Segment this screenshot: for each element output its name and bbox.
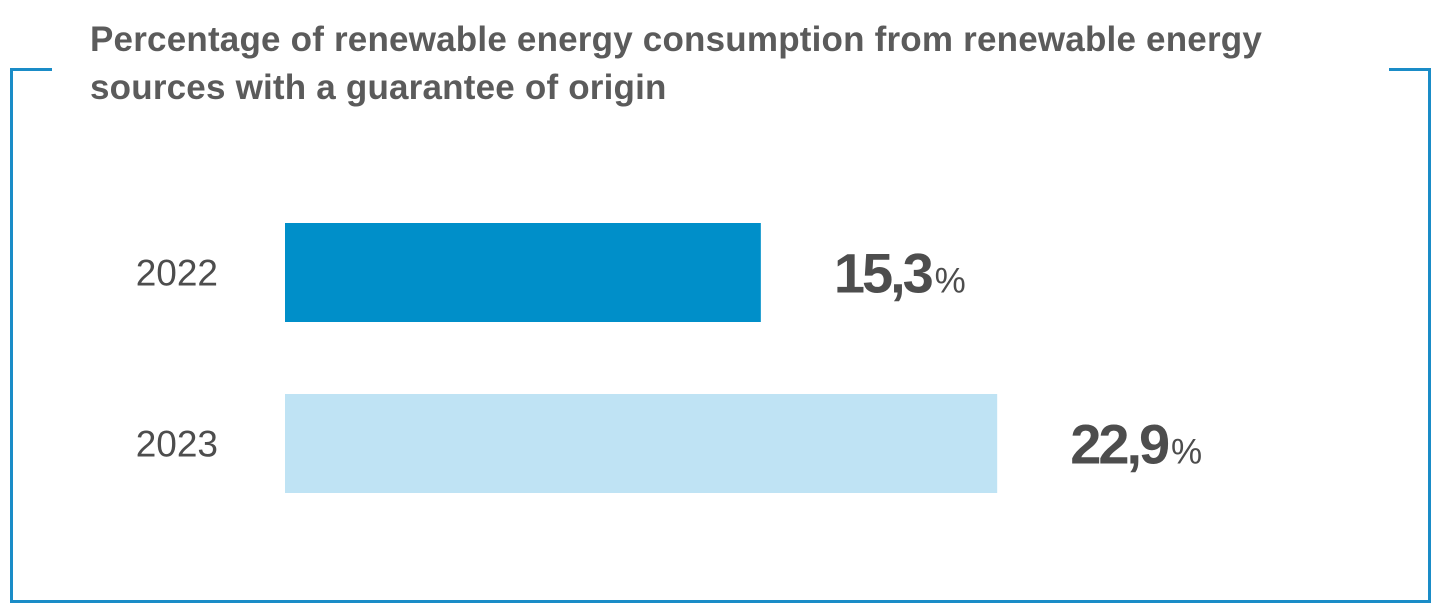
frame-left-bracket [10, 68, 52, 603]
chart-title: Percentage of renewable energy consumpti… [90, 20, 1263, 107]
value-label-2022: 15,3 [834, 242, 933, 305]
category-label-2022: 2022 [136, 253, 218, 294]
value-unit-2022: % [935, 262, 966, 301]
category-label-2023: 2023 [136, 424, 218, 465]
frame-bottom-line [10, 600, 1431, 603]
bar-2022 [285, 223, 761, 322]
value-label-2023: 22,9 [1070, 413, 1169, 476]
value-unit-2023: % [1171, 433, 1202, 472]
bar-2023 [285, 394, 998, 493]
frame-right-bracket [1389, 68, 1431, 603]
